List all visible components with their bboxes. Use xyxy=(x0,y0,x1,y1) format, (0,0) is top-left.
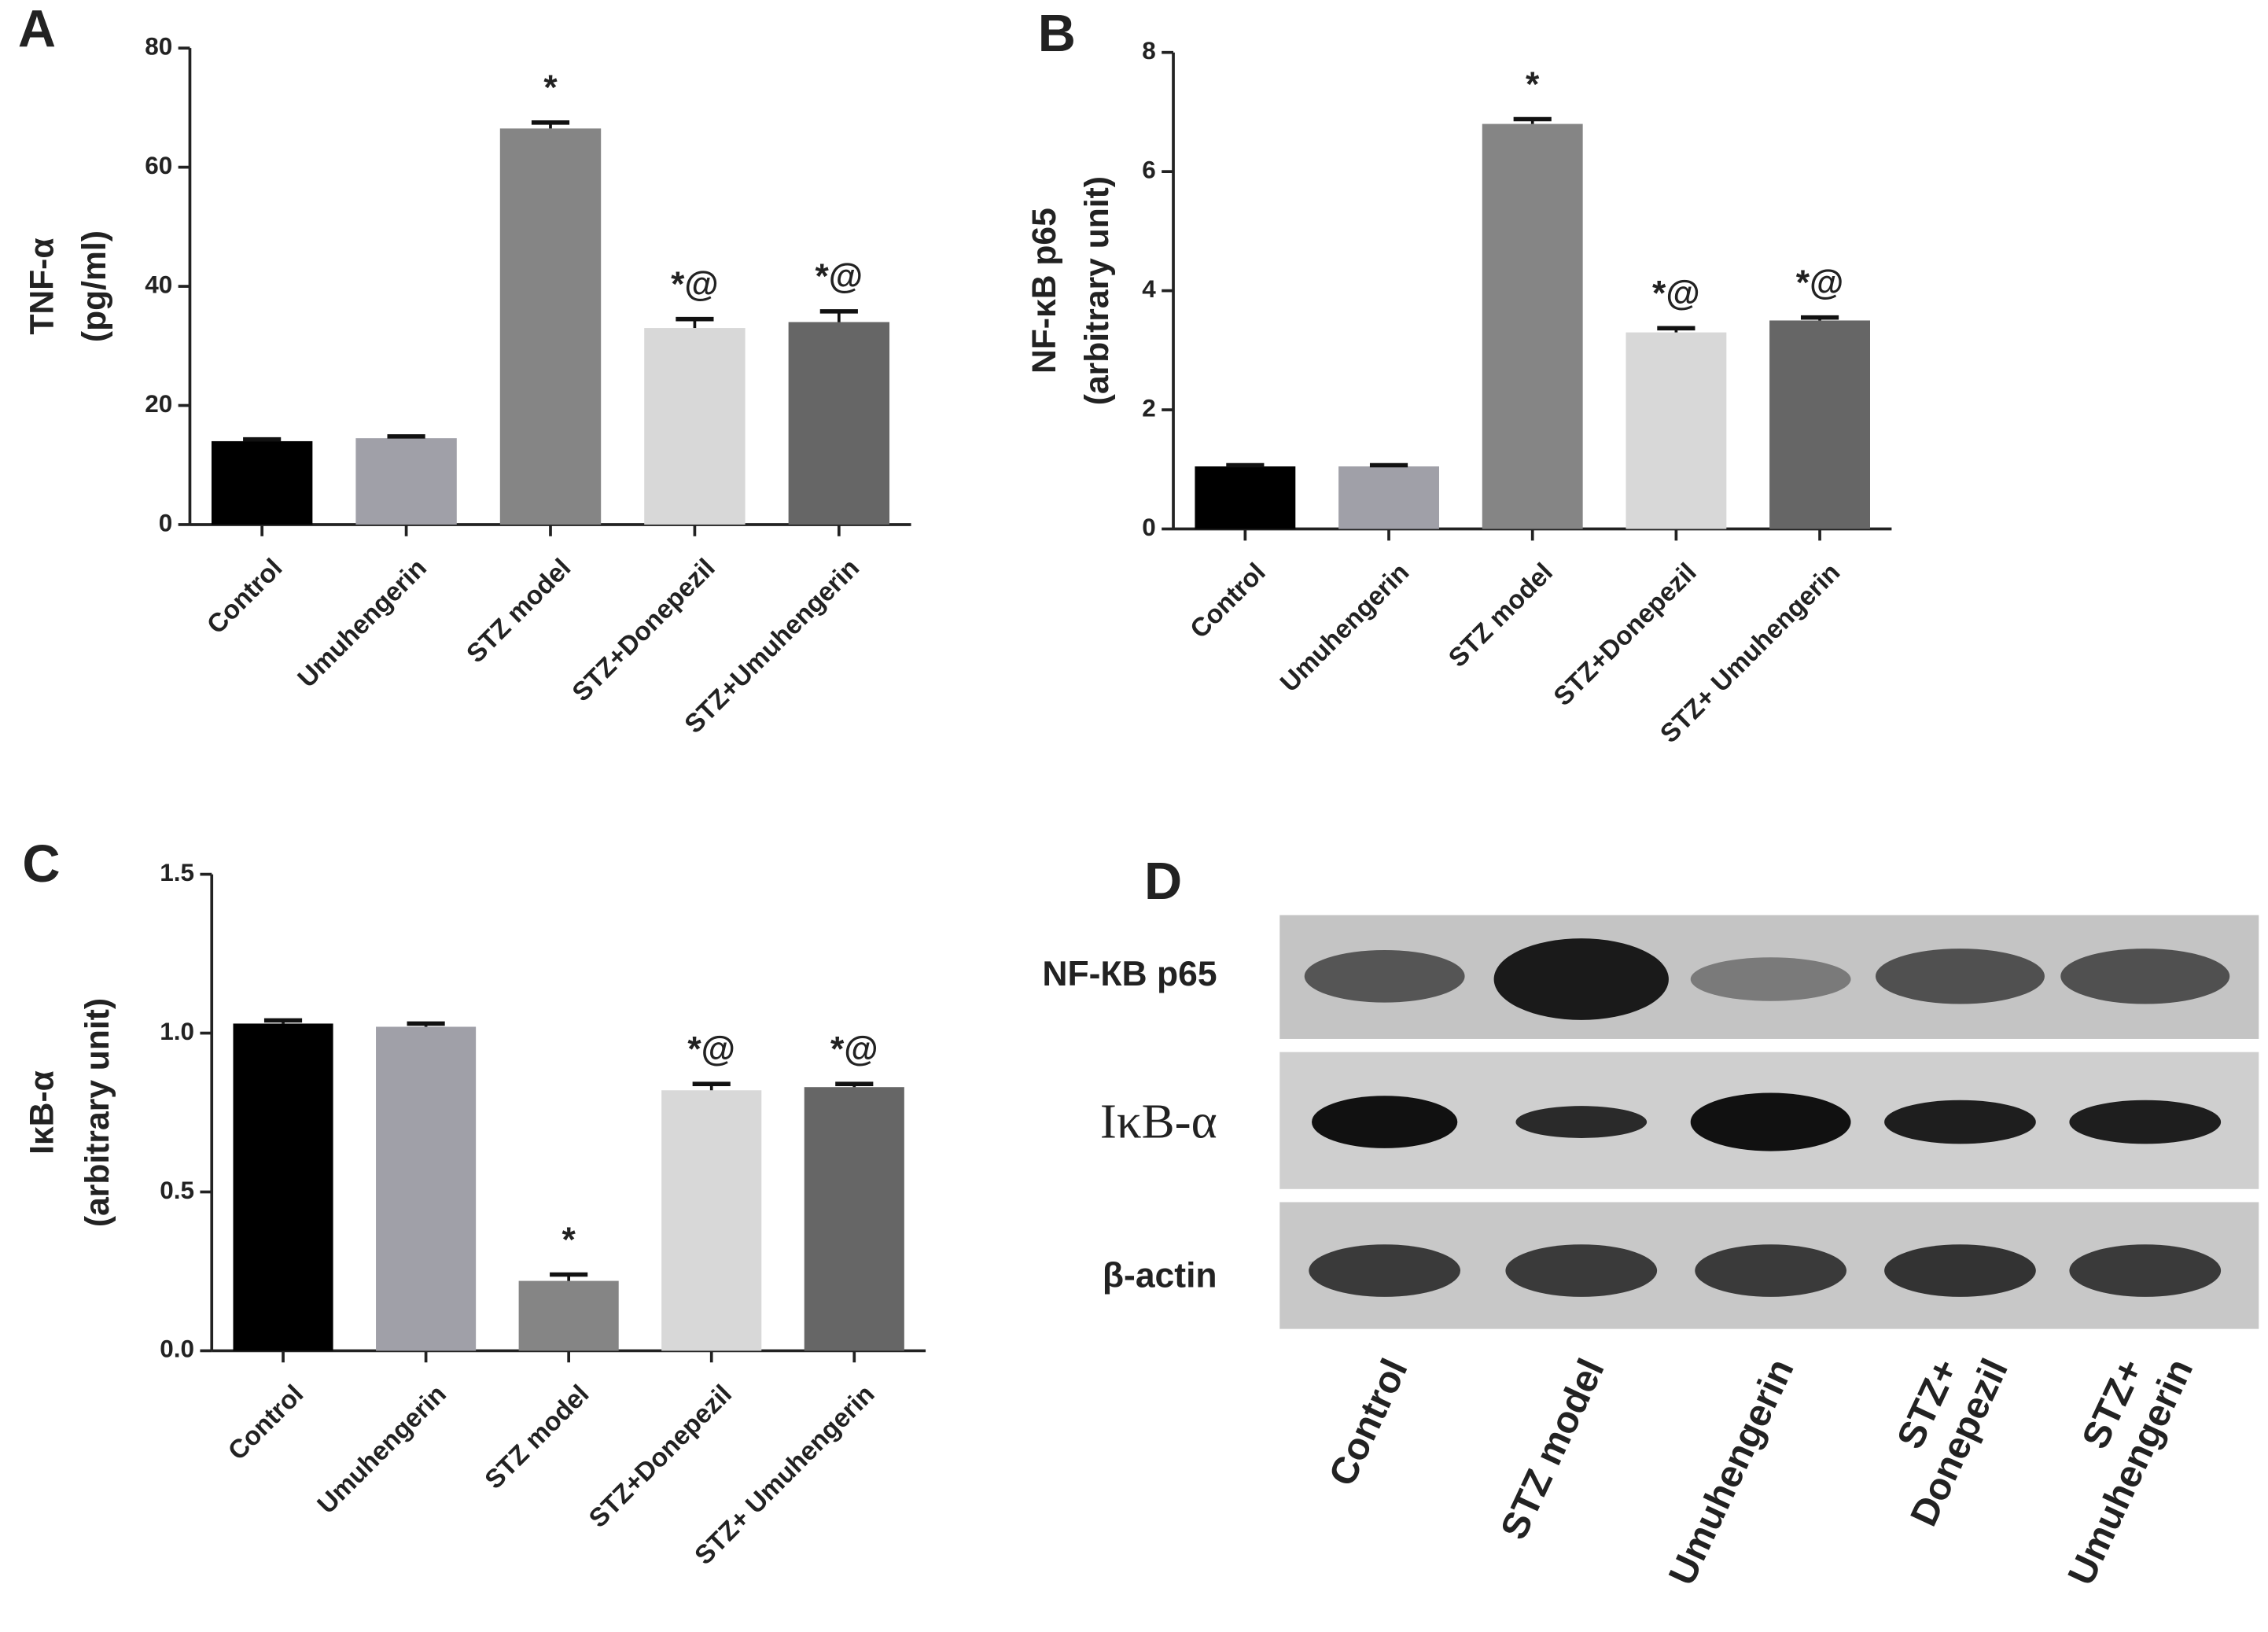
error-bar xyxy=(819,309,858,322)
band xyxy=(2069,1100,2222,1144)
y-tick-label: 0.5 xyxy=(160,1176,194,1204)
x-tick-label: STZ model xyxy=(480,1380,595,1495)
bar xyxy=(661,1090,762,1351)
annotation: * xyxy=(543,68,558,107)
y-tick-label: 0 xyxy=(1142,513,1156,541)
y-tick-label: 60 xyxy=(145,151,172,179)
x-tick-label: STZ+Donepezil xyxy=(584,1380,738,1534)
error-bar xyxy=(692,1081,731,1091)
y-axis-label: IκB-α xyxy=(23,1070,61,1155)
band xyxy=(2060,949,2230,1004)
panel-label: C xyxy=(22,835,60,893)
band xyxy=(1884,1100,2036,1144)
annotation: * xyxy=(562,1221,576,1259)
band xyxy=(1304,949,1465,1003)
y-tick-label: 1.0 xyxy=(160,1017,194,1045)
y-tick-label: 2 xyxy=(1142,393,1156,422)
row-label: IκB-α xyxy=(1100,1094,1217,1149)
y-axis-label: (arbitrary unit) xyxy=(79,998,116,1227)
bar xyxy=(1482,123,1583,529)
error-bar xyxy=(387,434,425,439)
y-tick-label: 0 xyxy=(159,508,173,536)
y-axis-label: (arbitrary unit) xyxy=(1078,176,1116,405)
error-bar xyxy=(1513,116,1552,124)
annotation: *@ xyxy=(1652,274,1700,313)
bar xyxy=(1626,332,1727,529)
bar xyxy=(499,128,602,525)
error-bar xyxy=(243,437,282,442)
error-bar xyxy=(263,1018,303,1024)
x-tick-label: STZ+Donepezil xyxy=(1548,558,1703,712)
error-bar xyxy=(835,1081,874,1088)
y-tick-label: 0.0 xyxy=(160,1335,194,1363)
band xyxy=(1695,1244,1846,1297)
y-tick-label: 80 xyxy=(145,31,172,60)
annotation: * xyxy=(1526,65,1540,104)
row-label: β-actin xyxy=(1103,1257,1217,1295)
bar xyxy=(804,1087,904,1351)
x-tick-label: STZ model xyxy=(1443,558,1559,673)
annotation: *@ xyxy=(830,1030,878,1069)
band xyxy=(2069,1244,2222,1297)
x-tick-label: Control xyxy=(223,1380,309,1466)
row-label: NF-КB p65 xyxy=(1042,955,1217,993)
lane-label: STZ model xyxy=(1493,1352,1613,1545)
band xyxy=(1493,938,1669,1020)
panel-label: B xyxy=(1038,5,1076,63)
panel-label: A xyxy=(18,0,56,58)
annotation: *@ xyxy=(1796,263,1844,302)
band xyxy=(1505,1244,1658,1297)
x-tick-label: Umuhengerin xyxy=(1275,558,1415,698)
error-bar xyxy=(1226,462,1265,468)
blot xyxy=(1279,915,2259,1329)
bar xyxy=(376,1026,477,1351)
lane-label: Umuhengerin xyxy=(1661,1352,1802,1591)
x-tick-label: Control xyxy=(201,554,288,640)
x-tick-label: STZ model xyxy=(462,554,577,669)
y-axis-label: NF-κB p65 xyxy=(1025,208,1063,374)
bar xyxy=(1338,466,1439,529)
band xyxy=(1515,1106,1648,1138)
bar xyxy=(518,1280,619,1351)
band xyxy=(1884,1244,2036,1297)
x-tick-label: STZ+Donepezil xyxy=(567,554,721,708)
y-tick-label: 8 xyxy=(1142,36,1156,64)
lane-label: Control xyxy=(1320,1352,1416,1492)
x-tick-label: Umuhengerin xyxy=(312,1380,452,1520)
bar xyxy=(1195,466,1296,529)
bar xyxy=(644,328,746,525)
error-bar xyxy=(1657,326,1695,333)
x-tick-label: Control xyxy=(1185,558,1272,644)
annotation: *@ xyxy=(816,257,863,296)
error-bar xyxy=(1800,315,1839,321)
y-tick-label: 20 xyxy=(145,389,172,418)
error-bar xyxy=(676,316,714,329)
panel-label: D xyxy=(1144,853,1182,911)
bar xyxy=(788,322,890,525)
bar xyxy=(355,438,457,525)
band xyxy=(1312,1096,1458,1148)
band xyxy=(1876,949,2045,1004)
bar xyxy=(211,440,313,525)
x-tick-label: Umuhengerin xyxy=(293,554,433,694)
annotation: *@ xyxy=(671,265,719,304)
y-tick-label: 6 xyxy=(1142,155,1156,183)
annotation: *@ xyxy=(687,1030,735,1069)
bar xyxy=(1769,320,1870,529)
y-tick-label: 40 xyxy=(145,270,172,298)
error-bar xyxy=(1369,462,1408,468)
error-bar xyxy=(407,1021,445,1027)
error-bar xyxy=(531,120,570,129)
y-tick-label: 4 xyxy=(1142,274,1156,303)
y-tick-label: 1.5 xyxy=(160,858,194,886)
y-axis-label: TNF-α xyxy=(23,238,61,334)
band xyxy=(1690,957,1851,1001)
error-bar xyxy=(550,1272,588,1281)
y-axis-label: (pg/ml) xyxy=(75,230,113,342)
band xyxy=(1309,1244,1460,1297)
band xyxy=(1690,1092,1851,1151)
bar xyxy=(233,1023,333,1351)
